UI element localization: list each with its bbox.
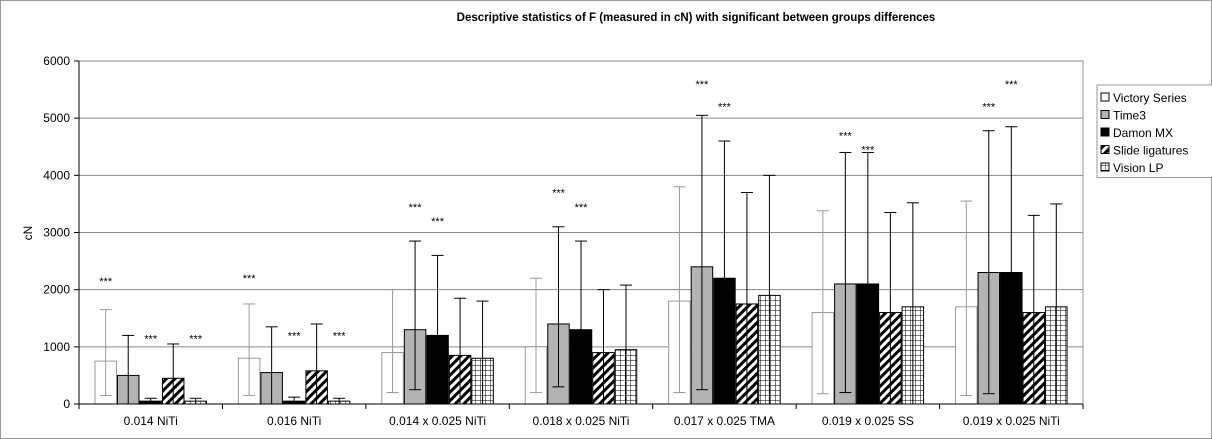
significance-label: *** (982, 102, 996, 114)
significance-label: *** (839, 130, 853, 142)
significance-label: *** (409, 202, 423, 214)
legend-label: Slide ligatures (1113, 144, 1188, 158)
y-tick-label: 5000 (43, 111, 70, 125)
legend-label: Vision LP (1113, 161, 1163, 175)
y-tick-label: 2000 (43, 283, 70, 297)
y-tick-label: 1000 (43, 340, 70, 354)
legend-label: Damon MX (1113, 126, 1173, 140)
x-tick-label: 0.017 x 0.025 TMA (674, 414, 775, 428)
significance-label: *** (718, 102, 732, 114)
significance-label: *** (552, 187, 566, 199)
significance-label: *** (431, 216, 445, 228)
legend-label: Time3 (1113, 109, 1146, 123)
y-tick-label: 0 (63, 397, 70, 411)
error-bars (99, 114, 1063, 405)
x-tick-label: 0.014 x 0.025 NiTi (389, 414, 486, 428)
axes: 0 1000 2000 3000 4000 5000 6000 0.014 NiTi 0.016… (43, 54, 1084, 428)
significance-label: *** (861, 145, 875, 157)
x-tick-label: 0.019 x 0.025 SS (822, 414, 914, 428)
legend-box (1096, 84, 1212, 178)
y-axis-label: cN (21, 226, 35, 241)
significance-label: *** (99, 276, 113, 288)
x-tick-label: 0.014 NiTi (124, 414, 178, 428)
legend-swatch (1100, 92, 1110, 102)
significance-label: *** (575, 202, 589, 214)
significance-marks: *** *** *** *** *** *** *** *** *** *** *** *** *** *… (99, 79, 1018, 345)
significance-label: *** (288, 330, 302, 342)
significance-label: *** (144, 333, 158, 345)
x-tick-label: 0.019 x 0.025 NiTi (963, 414, 1060, 428)
legend-label: Victory Series (1113, 91, 1187, 105)
significance-label: *** (333, 330, 347, 342)
legend-swatch (1100, 145, 1110, 154)
y-tick-label: 4000 (43, 168, 70, 182)
significance-label: *** (243, 273, 257, 285)
significance-label: *** (696, 79, 710, 91)
y-tick-label: 3000 (43, 226, 70, 240)
chart-title: Descriptive statistics of F (measured in… (457, 12, 936, 24)
legend: Victory Series Time3 Damon MX Slide ligatur… (1096, 84, 1212, 178)
x-tick-label: 0.016 NiTi (267, 414, 321, 428)
legend-swatch (1100, 110, 1110, 119)
legend-swatch (1100, 127, 1110, 137)
significance-label: *** (1005, 79, 1019, 91)
x-tick-label: 0.018 x 0.025 NiTi (533, 414, 630, 428)
legend-swatch (1100, 162, 1110, 172)
y-tick-label: 6000 (43, 54, 70, 68)
significance-label: *** (189, 333, 203, 345)
